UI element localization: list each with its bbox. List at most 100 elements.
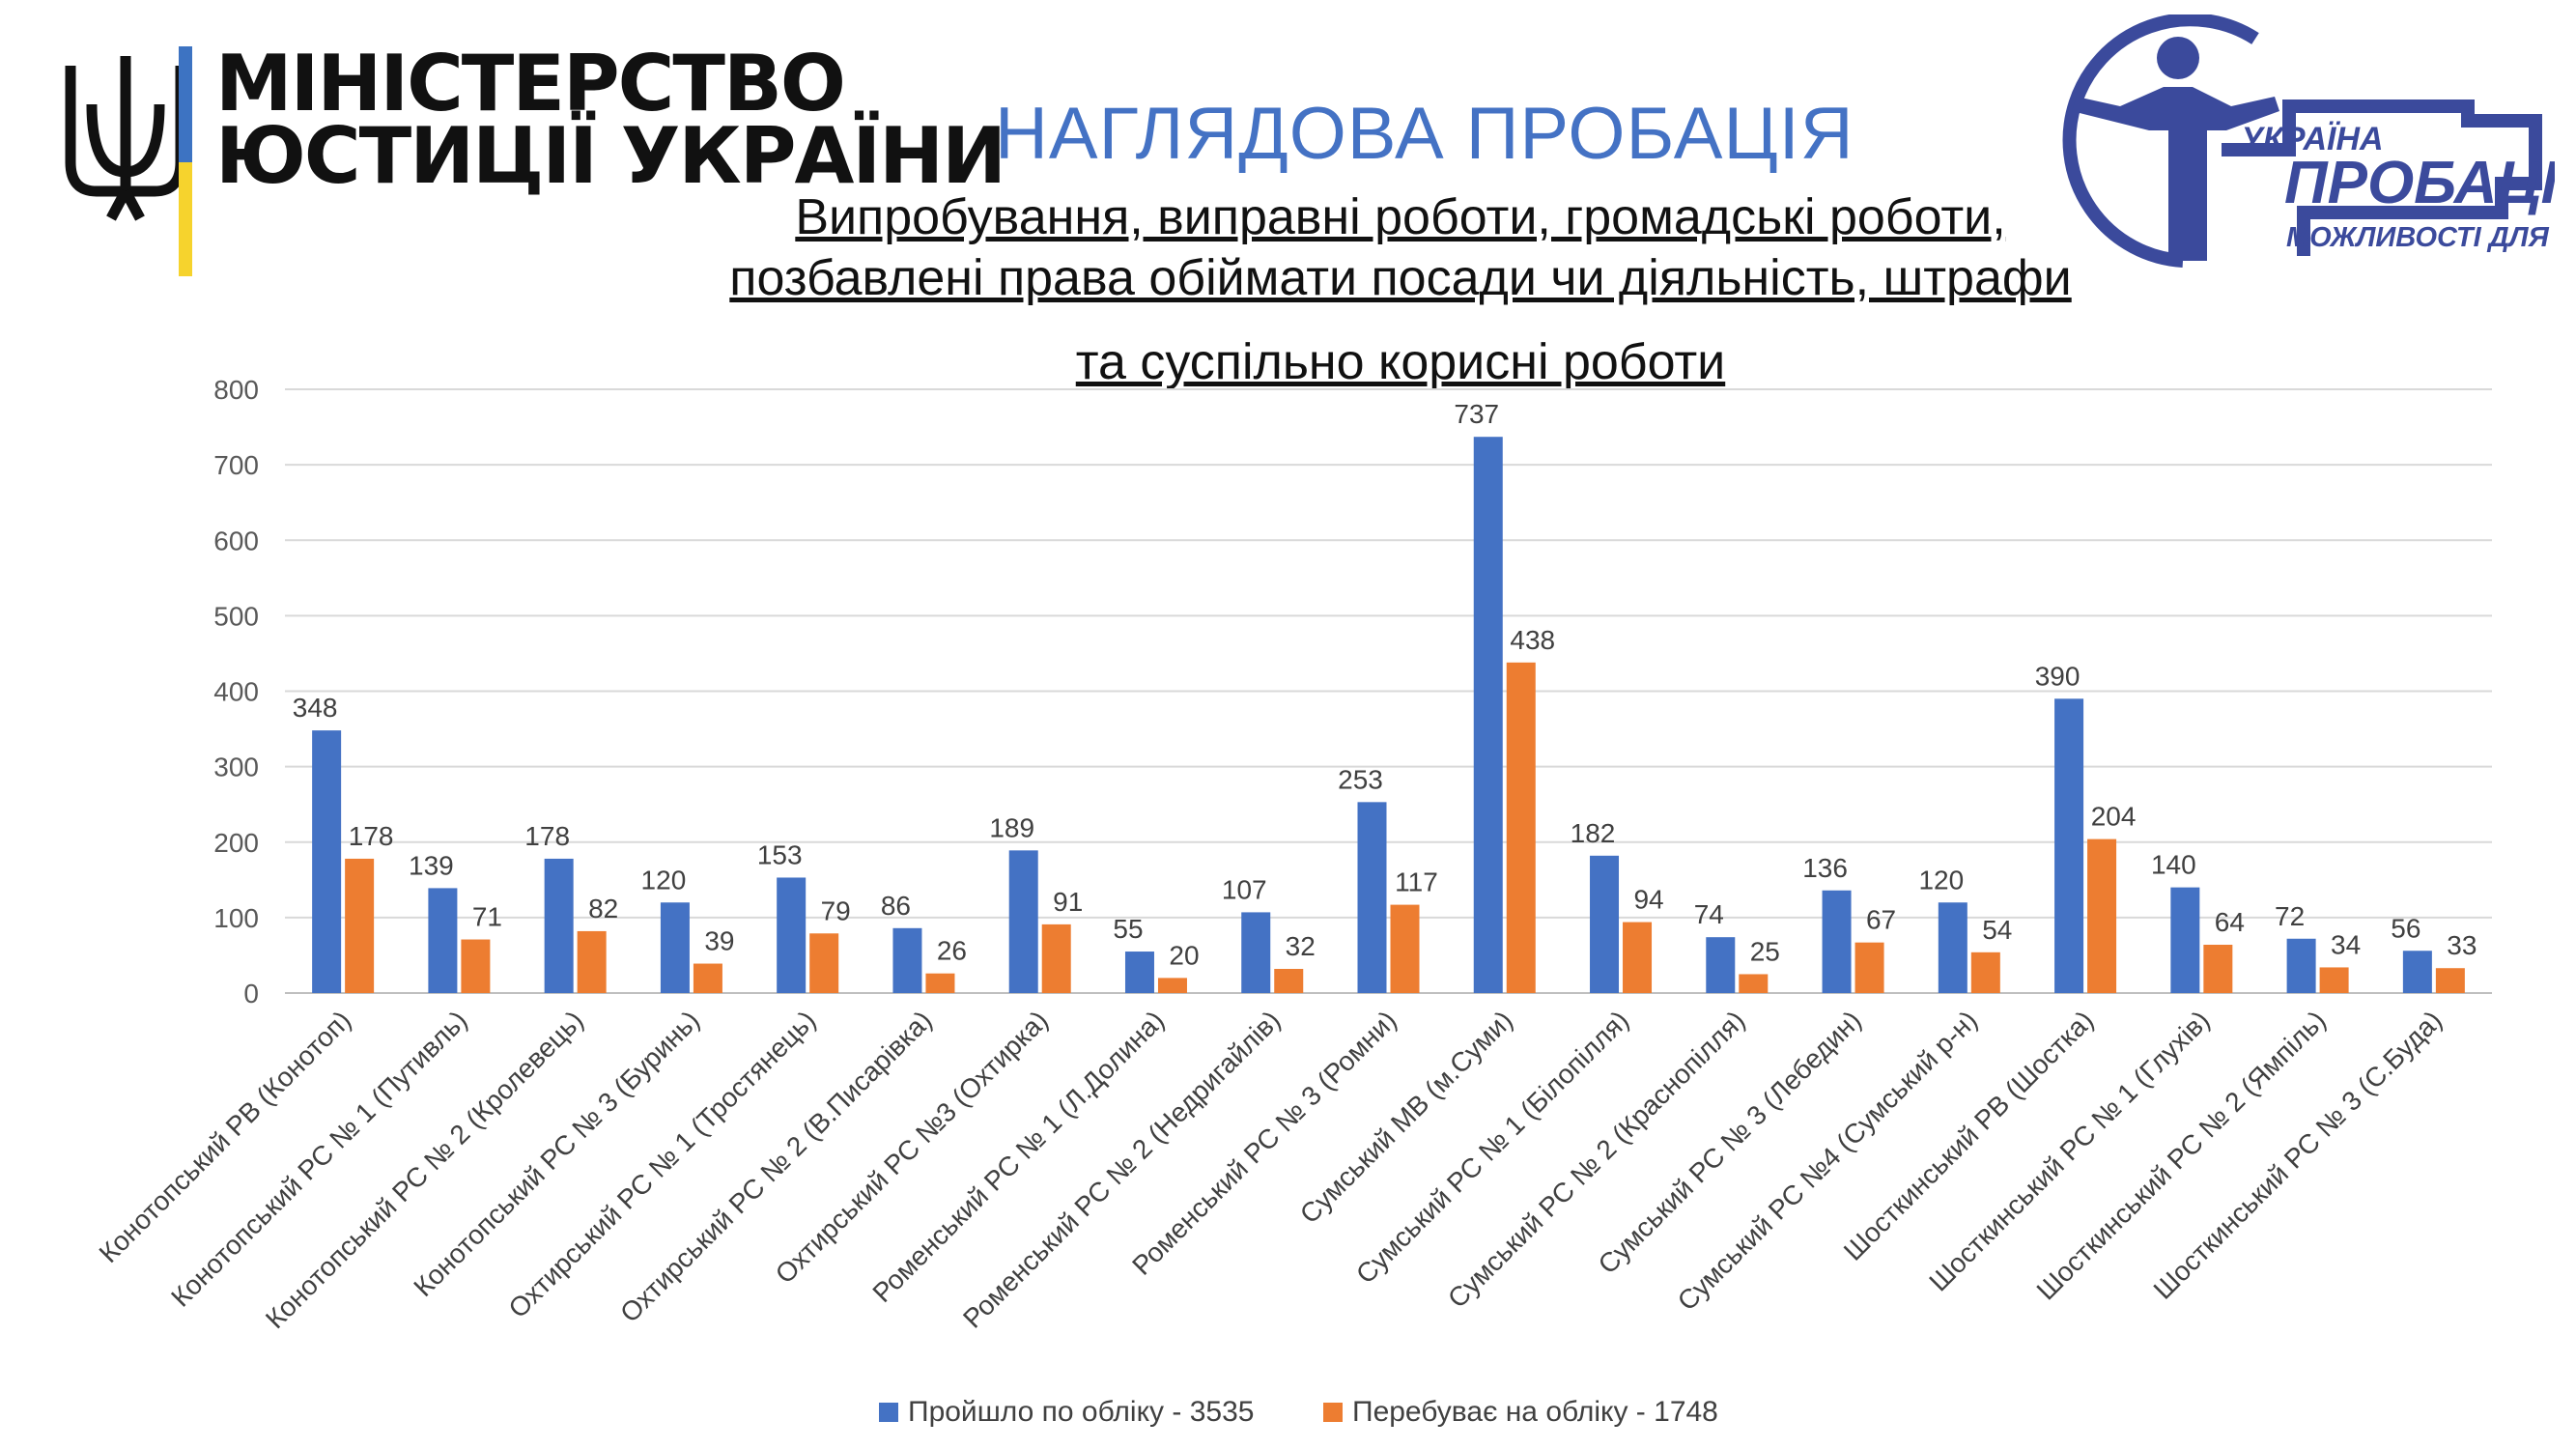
data-label: 72 <box>2275 901 2305 931</box>
logo-name-text: ПРОБАЦІЯ <box>2284 150 2555 216</box>
bar-series2 <box>1274 969 1304 993</box>
bar-series2 <box>2319 967 2349 993</box>
data-label: 178 <box>349 821 394 851</box>
data-label: 25 <box>1750 936 1780 966</box>
data-label: 86 <box>881 891 911 921</box>
bar-series2 <box>1041 923 1071 993</box>
bar-series2 <box>809 933 839 993</box>
bar-series2 <box>1970 952 2000 993</box>
data-label: 390 <box>2035 661 2081 691</box>
subtitle-line2: позбавлені права обіймати посади чи діял… <box>729 250 2072 306</box>
bar-series1 <box>428 888 458 993</box>
subtitle-line3: та суспільно корисні роботи <box>1075 334 1726 390</box>
data-label: 82 <box>588 894 618 923</box>
bar-series1 <box>1241 912 1271 993</box>
data-label: 26 <box>937 936 967 966</box>
bar-series2 <box>1623 922 1653 993</box>
bar-series2 <box>461 939 491 993</box>
data-label: 120 <box>1918 865 1964 895</box>
data-label: 74 <box>1694 899 1724 929</box>
bar-series1 <box>1357 802 1387 993</box>
bar-series2 <box>2435 968 2465 993</box>
data-label: 178 <box>524 821 570 851</box>
data-label: 33 <box>2447 930 2477 960</box>
legend-swatch <box>1323 1403 1343 1422</box>
x-tick-label: Сумський МВ (м.Суми) <box>1294 1005 1518 1229</box>
data-label: 55 <box>1113 914 1143 944</box>
bar-series1 <box>2286 938 2316 993</box>
y-tick-label: 400 <box>213 677 259 707</box>
data-label: 71 <box>472 902 502 932</box>
logo-country-text: УКРАЇНА <box>2241 121 2384 157</box>
data-label: 20 <box>1169 940 1199 970</box>
bar-series1 <box>1938 902 1967 993</box>
bar-series2 <box>2203 945 2233 993</box>
data-label: 737 <box>1454 399 1499 429</box>
data-label: 182 <box>1571 818 1616 848</box>
y-tick-label: 100 <box>213 903 259 933</box>
probation-logo: УКРАЇНА ПРОБАЦІЯ МОЖЛИВОСТІ ДЛЯ ЗМІН <box>2062 14 2555 268</box>
flag-yellow-stripe <box>179 162 192 276</box>
data-label: 107 <box>1222 874 1267 904</box>
y-tick-label: 200 <box>213 828 259 858</box>
bar-series1 <box>892 927 922 993</box>
data-label: 253 <box>1338 764 1383 794</box>
bar-series2 <box>925 973 955 993</box>
bar-series2 <box>1390 904 1420 993</box>
data-label: 438 <box>1510 625 1555 655</box>
bar-series1 <box>312 730 342 993</box>
data-label: 117 <box>1395 867 1438 897</box>
data-label: 91 <box>1053 887 1083 917</box>
data-label: 79 <box>821 895 851 925</box>
flag-blue-stripe <box>179 46 192 162</box>
person-head-icon <box>2157 37 2199 79</box>
data-label: 153 <box>757 839 803 869</box>
data-label: 34 <box>2331 929 2361 959</box>
bar-series1 <box>1124 952 1154 993</box>
bar-series2 <box>577 930 607 993</box>
data-label: 64 <box>2215 907 2245 937</box>
bar-series1 <box>544 858 574 993</box>
y-tick-label: 700 <box>213 450 259 480</box>
data-label: 136 <box>1802 853 1848 883</box>
subtitle-line1: Випробування, виправні роботи, громадськ… <box>795 189 2006 245</box>
ministry-name-line1: МІНІСТЕРСТВО <box>215 39 846 128</box>
y-tick-label: 500 <box>213 601 259 631</box>
data-label: 67 <box>1866 905 1896 935</box>
logo-slogan-text: МОЖЛИВОСТІ ДЛЯ ЗМІН <box>2286 222 2555 253</box>
bar-series2 <box>1506 662 1536 993</box>
legend-label: Пройшло по обліку - 3535 <box>908 1396 1254 1428</box>
ministry-logo: МІНІСТЕРСТВО ЮСТИЦІЇ УКРАЇНИ <box>53 39 1006 280</box>
data-label: 94 <box>1633 885 1663 915</box>
bar-series2 <box>1157 978 1187 993</box>
legend-label: Перебуває на обліку - 1748 <box>1352 1396 1718 1428</box>
data-label: 39 <box>704 926 734 956</box>
bar-series1 <box>2402 951 2432 993</box>
data-label: 54 <box>1982 915 2012 945</box>
bar-series1 <box>2170 887 2200 993</box>
ministry-name-line2: ЮСТИЦІЇ УКРАЇНИ <box>215 111 1006 201</box>
y-tick-label: 600 <box>213 526 259 555</box>
bar-series2 <box>2087 838 2117 993</box>
person-figure-icon <box>2072 87 2279 261</box>
bar-series1 <box>777 877 807 993</box>
bar-series1 <box>1008 850 1038 993</box>
data-label: 140 <box>2151 850 2196 880</box>
data-label: 120 <box>641 865 687 895</box>
y-tick-label: 800 <box>213 375 259 405</box>
data-label: 139 <box>409 850 454 880</box>
bar-series1 <box>1590 855 1620 993</box>
bar-series1 <box>2054 698 2084 993</box>
bar-series2 <box>693 963 722 993</box>
data-label: 32 <box>1286 931 1316 961</box>
data-label: 189 <box>989 812 1034 842</box>
data-label: 348 <box>293 693 338 723</box>
bar-series1 <box>1706 937 1736 993</box>
bar-series1 <box>1473 437 1503 993</box>
x-tick-label: Шосткинський РВ (Шостка) <box>1838 1005 2100 1266</box>
y-tick-label: 0 <box>243 979 259 1009</box>
data-label: 204 <box>2091 802 2137 832</box>
legend-swatch <box>879 1403 898 1422</box>
bar-series2 <box>1854 942 1884 993</box>
